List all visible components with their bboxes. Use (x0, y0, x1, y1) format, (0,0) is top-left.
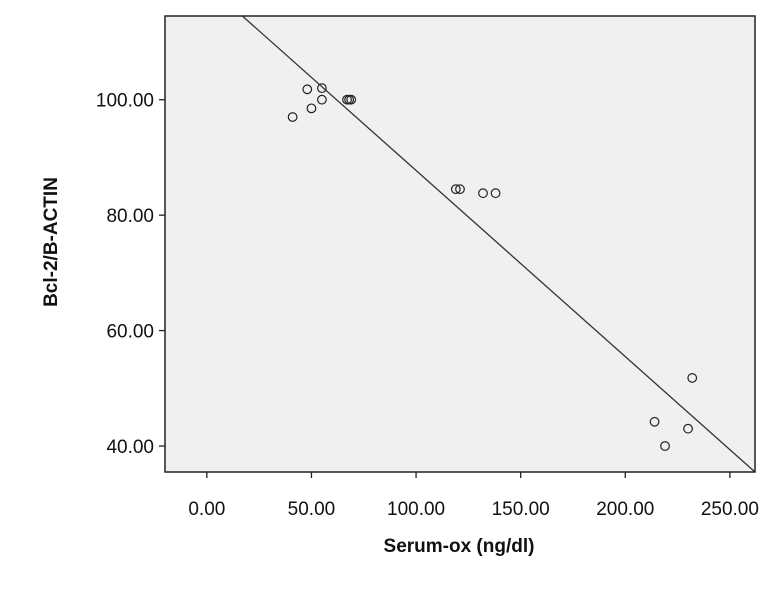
x-tick-label: 100.00 (387, 499, 445, 520)
x-axis-label: Serum-ox (ng/dl) (384, 536, 535, 557)
data-points-layer (287, 83, 698, 451)
y-tick-label: 40.00 (106, 437, 154, 458)
y-tick-label: 100.00 (96, 91, 154, 112)
fit-line (241, 15, 756, 473)
data-point (649, 416, 660, 427)
data-point (302, 84, 313, 95)
y-axis-label: Bcl-2/B-ACTIN (41, 177, 62, 307)
data-point (660, 441, 670, 451)
y-tick-label: 80.00 (106, 206, 154, 227)
y-tick-label: 60.00 (106, 322, 154, 343)
data-point (287, 112, 298, 122)
x-tick-label: 0.00 (188, 499, 225, 520)
x-tick-label: 50.00 (288, 499, 336, 520)
x-tick-label: 200.00 (596, 499, 654, 520)
data-point (317, 83, 327, 94)
x-tick-label: 250.00 (701, 499, 759, 520)
data-point (306, 103, 317, 114)
data-point (317, 94, 327, 105)
data-point (450, 184, 461, 195)
data-point (455, 184, 465, 195)
plot-frame (164, 15, 756, 473)
data-point (478, 188, 488, 199)
data-point (346, 94, 357, 105)
x-tick-label: 150.00 (492, 499, 550, 520)
data-point (683, 423, 693, 434)
x-axis: 0.00 50.00 100.00 150.00 200.00 250.00 (188, 472, 759, 520)
data-point (490, 188, 501, 199)
data-point (687, 373, 698, 383)
y-axis: 40.00 60.00 80.00 100.00 (96, 91, 165, 458)
fit-line-layer (241, 15, 756, 473)
plot-area (165, 16, 755, 472)
